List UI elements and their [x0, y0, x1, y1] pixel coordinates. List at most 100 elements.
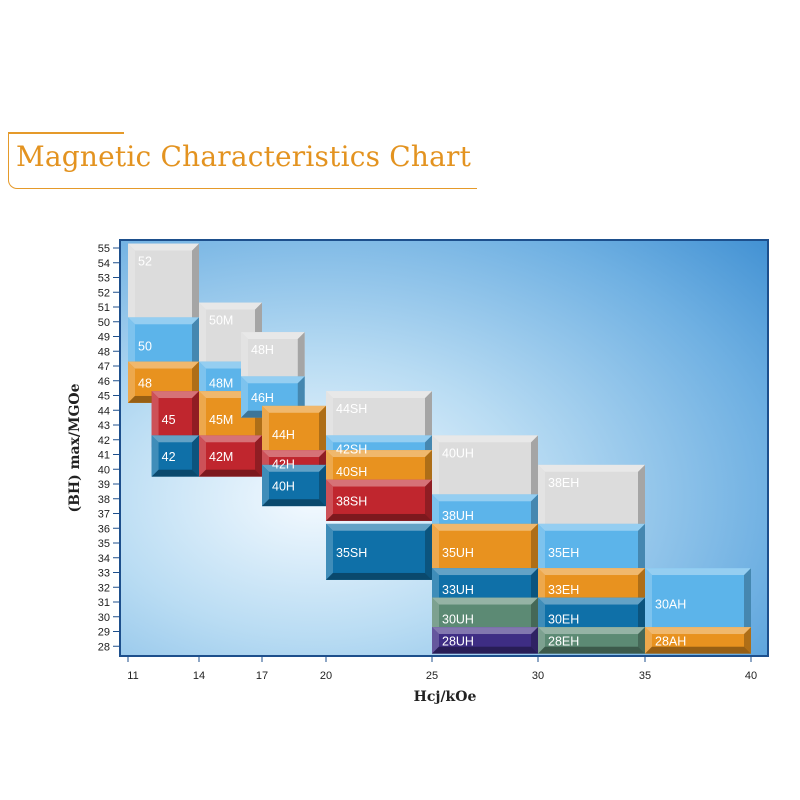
block-bevel-left — [262, 405, 269, 462]
grade-labels: 52 50 48 45 42 50M 48M 45M 42M 48H 46H 44H 42H 40H 44S… — [138, 255, 686, 649]
block-inner — [439, 634, 531, 647]
grade-label-40sh: 40SH — [336, 465, 367, 479]
grade-label-42h: 42H — [272, 457, 295, 471]
block-inner — [333, 486, 425, 514]
block-bevel-left — [151, 435, 159, 477]
grade-block-38sh — [326, 479, 432, 521]
block-inner — [439, 442, 531, 500]
block-bevel-top — [326, 523, 432, 531]
block-bevel-left — [645, 627, 652, 654]
y-tick-label: 52 — [98, 287, 110, 299]
block-bevel-top — [432, 568, 538, 576]
block-inner — [248, 339, 298, 382]
block-bevel-top — [241, 332, 305, 340]
x-tick-label: 11 — [127, 670, 138, 682]
y-tick-label: 35 — [98, 538, 110, 550]
y-tick-label: 51 — [98, 302, 110, 314]
grade-label-45: 45 — [162, 413, 176, 427]
block-bevel-right — [744, 568, 751, 639]
block-bevel-left — [241, 332, 248, 389]
grade-block-48h — [241, 332, 305, 389]
block-bevel-top — [241, 376, 305, 384]
y-tick-label: 43 — [98, 420, 110, 432]
x-axis: 11 14 17 20 25 30 35 40 — [127, 656, 757, 682]
grade-label-48: 48 — [138, 376, 152, 390]
grade-label-42sh: 42SH — [336, 443, 367, 457]
block-bevel-left — [538, 523, 545, 580]
block-bevel-right — [531, 627, 538, 654]
grade-blocks — [128, 243, 751, 654]
block-bevel-right — [638, 627, 645, 654]
block-inner — [206, 442, 255, 470]
block-bevel-left — [241, 376, 248, 418]
block-inner — [545, 471, 638, 529]
grade-block-52 — [128, 243, 199, 330]
grade-label-30eh: 30EH — [548, 612, 579, 626]
y-tick-label: 37 — [98, 509, 110, 521]
block-bevel-left — [326, 391, 333, 448]
y-tick-label: 28 — [98, 641, 110, 653]
block-bevel-bottom — [645, 646, 751, 654]
grade-label-28eh: 28EH — [548, 634, 579, 648]
y-tick-label: 44 — [98, 405, 110, 417]
block-bevel-left — [151, 391, 159, 448]
grade-label-45m: 45M — [209, 413, 233, 427]
block-bevel-top — [326, 435, 432, 443]
grade-block-30ah — [645, 568, 751, 639]
block-inner — [158, 442, 192, 470]
block-bevel-right — [744, 627, 751, 654]
block-bevel-left — [128, 361, 135, 403]
y-tick-label: 46 — [98, 376, 110, 388]
x-tick-label: 20 — [320, 670, 332, 682]
block-bevel-bottom — [432, 646, 538, 654]
block-bevel-top — [538, 568, 645, 576]
y-tick-label: 32 — [98, 582, 110, 594]
y-tick-label: 45 — [98, 391, 110, 403]
block-bevel-left — [432, 627, 439, 654]
block-bevel-top — [128, 243, 199, 251]
block-bevel-top — [128, 317, 199, 325]
x-tick-label: 30 — [532, 670, 544, 682]
block-bevel-right — [192, 391, 199, 448]
block-inner — [545, 634, 638, 647]
block-bevel-top — [199, 435, 262, 443]
y-axis: 28 29 30 31 32 33 34 35 36 37 38 39 40 41 42 43 44 45 46 47… — [98, 243, 120, 653]
chart-title: Magnetic Characteristics Chart — [16, 140, 472, 173]
y-tick-label: 40 — [98, 464, 110, 476]
grade-label-35uh: 35UH — [442, 546, 474, 560]
y-tick-label: 39 — [98, 479, 110, 491]
grade-block-42 — [151, 435, 199, 477]
block-inner — [439, 530, 531, 573]
y-tick-label: 41 — [98, 450, 110, 462]
block-bevel-left — [432, 435, 439, 507]
block-bevel-top — [199, 302, 262, 310]
block-bevel-left — [199, 391, 206, 448]
block-bevel-left — [128, 317, 135, 374]
block-bevel-top — [538, 627, 645, 635]
block-bevel-top — [151, 391, 199, 399]
block-bevel-right — [425, 479, 432, 521]
y-tick-label: 30 — [98, 612, 110, 624]
block-bevel-left — [128, 243, 135, 330]
grade-label-38sh: 38SH — [336, 494, 367, 508]
y-tick-label: 34 — [98, 553, 110, 565]
x-tick-label: 40 — [745, 670, 757, 682]
grade-label-38uh: 38UH — [442, 509, 474, 523]
block-bevel-right — [425, 391, 432, 448]
grade-label-48m: 48M — [209, 376, 233, 390]
block-bevel-right — [319, 464, 326, 507]
block-inner — [652, 575, 744, 632]
grade-block-28ah — [645, 627, 751, 654]
block-bevel-top — [432, 627, 538, 635]
block-bevel-left — [199, 435, 206, 477]
grade-label-33eh: 33EH — [548, 583, 579, 597]
block-bevel-left — [645, 568, 652, 639]
block-bevel-bottom — [199, 469, 262, 477]
block-bevel-top — [151, 435, 199, 443]
grade-block-35sh — [326, 523, 432, 580]
block-inner — [652, 634, 744, 647]
block-bevel-right — [255, 435, 262, 477]
block-bevel-left — [326, 479, 333, 521]
block-inner — [545, 530, 638, 573]
